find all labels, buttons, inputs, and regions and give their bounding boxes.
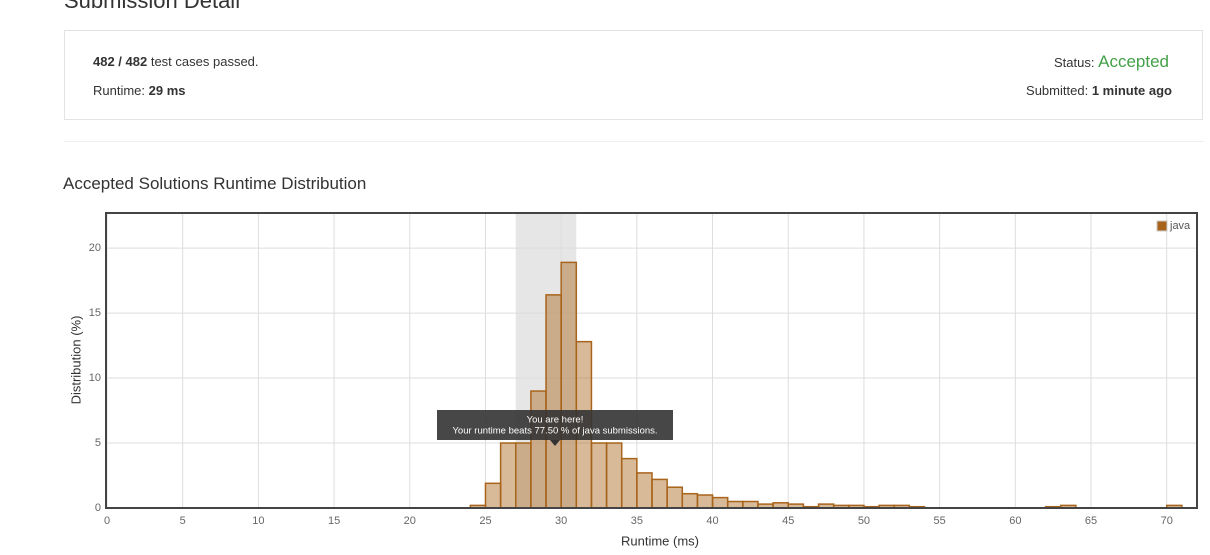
plot-frame — [105, 212, 1198, 509]
tooltip-box — [437, 410, 673, 440]
histogram-bar — [590, 442, 608, 509]
y-tick-label: 0 — [95, 502, 101, 514]
submitted-value: 1 minute ago — [1091, 83, 1172, 98]
x-tick-label: 35 — [631, 515, 643, 527]
y-axis-label: Distribution (%) — [68, 316, 83, 405]
page-title: Submission Detail — [64, 0, 241, 13]
tooltip-pointer — [550, 440, 560, 446]
divider — [64, 141, 1204, 142]
histogram-bar — [484, 482, 502, 509]
histogram-bar — [605, 442, 623, 509]
x-tick-label: 70 — [1161, 515, 1173, 527]
summary-panel: 482 / 482 test cases passed. Runtime: 29… — [64, 30, 1203, 120]
x-tick-label: 15 — [328, 515, 340, 527]
histogram-bar — [651, 478, 668, 509]
x-tick-label: 20 — [404, 515, 416, 527]
histogram-bar — [545, 294, 562, 509]
histogram-bar — [666, 486, 684, 509]
tooltip: You are here!Your runtime beats 77.50 % … — [437, 410, 673, 446]
cases-count: 482 / 482 — [93, 54, 148, 69]
histogram-bar — [560, 261, 578, 509]
x-tick-label: 25 — [479, 515, 491, 527]
status-label: Status: — [1054, 55, 1095, 70]
x-tick-label: 30 — [555, 515, 567, 527]
legend-swatch — [1156, 220, 1168, 232]
x-axis-label: Runtime (ms) — [621, 533, 699, 548]
x-tick-label: 40 — [706, 515, 718, 527]
histogram-bar — [515, 442, 532, 509]
histogram-bar — [530, 390, 547, 509]
x-tick-label: 0 — [104, 515, 110, 527]
runtime-value: 29 ms — [148, 83, 186, 98]
tooltip-text: You are here! — [527, 415, 584, 426]
x-tick-label: 50 — [858, 515, 870, 527]
status-value[interactable]: Accepted — [1098, 52, 1169, 71]
submitted-label: Submitted: — [1026, 83, 1089, 98]
y-tick-label: 20 — [89, 242, 101, 254]
tooltip-text: Your runtime beats 77.50 % of java submi… — [452, 426, 657, 437]
chart-title: Accepted Solutions Runtime Distribution — [63, 174, 367, 193]
y-tick-label: 10 — [89, 372, 101, 384]
histogram-bar — [620, 457, 638, 509]
x-tick-label: 10 — [252, 515, 264, 527]
x-tick-label: 60 — [1009, 515, 1021, 527]
x-tick-label: 5 — [180, 515, 186, 527]
histogram-bar — [696, 494, 714, 509]
x-tick-label: 55 — [934, 515, 946, 527]
cases-text: test cases passed. — [150, 54, 259, 69]
histogram-bar — [681, 492, 699, 509]
histogram-bar — [711, 496, 729, 509]
x-tick-label: 45 — [782, 515, 794, 527]
y-tick-label: 5 — [95, 437, 101, 449]
y-tick-label: 15 — [89, 307, 101, 319]
x-tick-label: 65 — [1085, 515, 1097, 527]
legend-label: java — [1169, 220, 1191, 232]
runtime-label: Runtime: — [93, 83, 146, 98]
histogram-bar — [499, 442, 517, 509]
histogram-bar — [636, 472, 653, 509]
